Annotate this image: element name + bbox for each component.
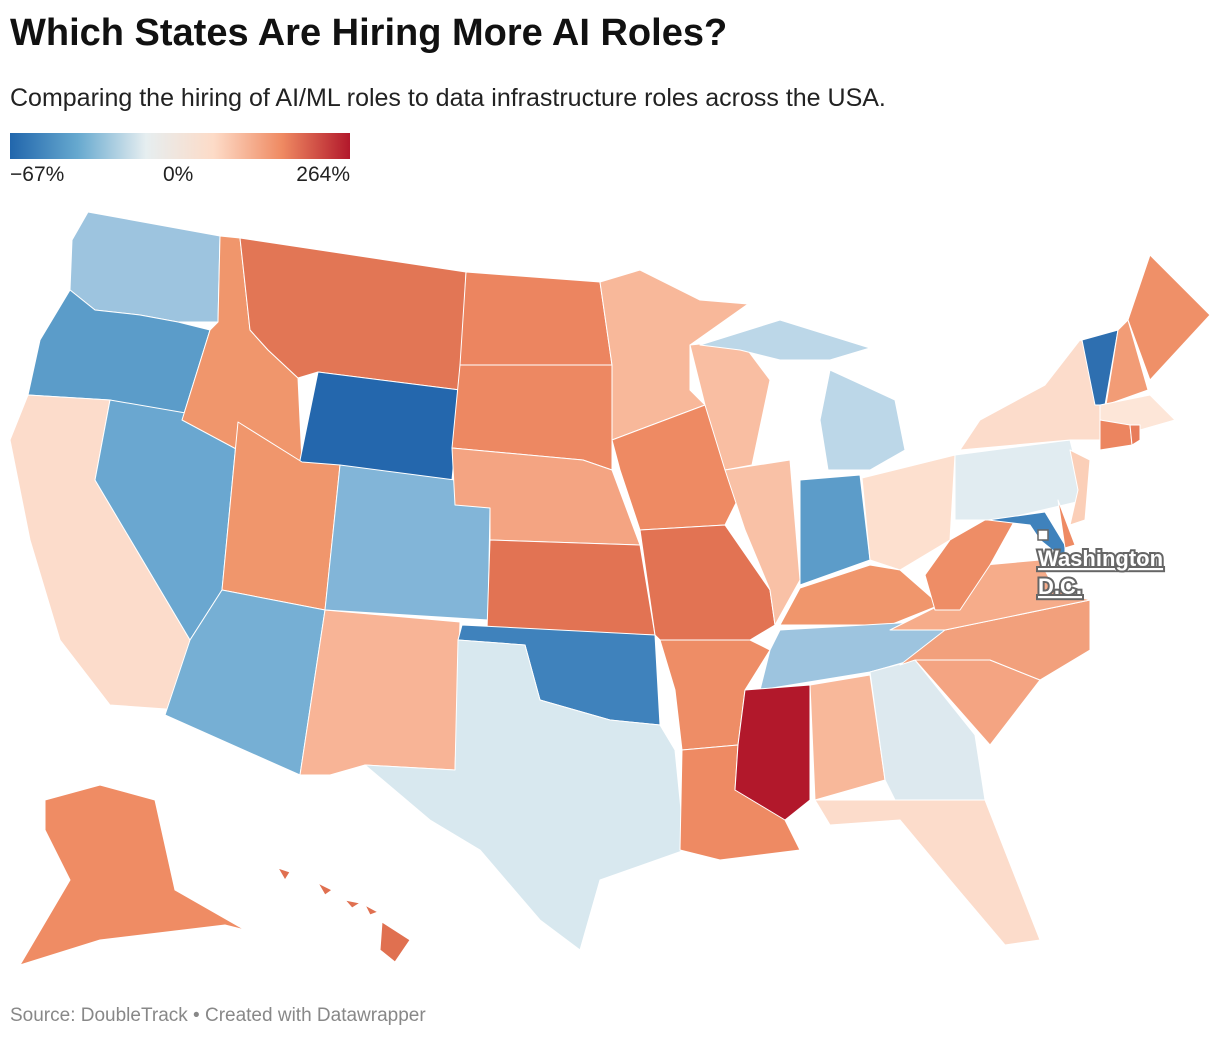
state-oh[interactable] [861,454,956,571]
state-nh[interactable] [1105,319,1149,406]
state-ma[interactable] [1099,394,1176,431]
state-ri[interactable] [1129,424,1141,446]
state-tx[interactable] [364,639,686,951]
state-fl[interactable] [814,799,1041,946]
state-hi[interactable] [364,904,379,916]
dc-label-line2: D.C. [1038,574,1082,599]
legend-mid-label: 0% [163,163,194,186]
state-ks[interactable] [486,539,656,636]
state-hi[interactable] [379,921,411,963]
color-legend: −67% 0% 264% [10,133,350,186]
state-md[interactable] [987,511,1066,561]
legend-min-label: −67% [10,163,65,186]
state-nj[interactable] [1069,449,1091,526]
state-nm[interactable] [299,609,461,776]
us-choropleth-map: Washington D.C. [9,211,1211,966]
state-hi[interactable] [344,899,361,909]
legend-max-label: 264% [296,163,350,186]
state-hi[interactable] [317,882,333,896]
state-az[interactable] [164,589,326,776]
state-wa[interactable] [69,211,221,323]
state-ak[interactable] [19,784,246,966]
state-wv[interactable] [924,519,1016,611]
dc-marker[interactable] [1037,529,1049,541]
chart-title: Which States Are Hiring More AI Roles? [10,12,728,54]
state-mn[interactable] [599,269,749,441]
state-hi[interactable] [277,867,291,881]
state-ct[interactable] [1099,419,1133,451]
source-footer: Source: DoubleTrack • Created with Dataw… [10,1005,426,1026]
legend-gradient-bar [10,133,350,159]
state-pa[interactable] [954,439,1086,521]
state-mi-up[interactable] [699,319,871,361]
dc-label-line1: Washington [1038,546,1163,571]
state-mi[interactable] [819,369,906,471]
state-de[interactable] [1057,499,1076,549]
state-ny[interactable] [959,339,1106,451]
chart-subtitle: Comparing the hiring of AI/ML roles to d… [10,84,886,112]
state-nd[interactable] [459,271,613,366]
state-mo[interactable] [639,524,776,641]
state-il[interactable] [724,459,801,626]
state-me[interactable] [1127,254,1211,381]
